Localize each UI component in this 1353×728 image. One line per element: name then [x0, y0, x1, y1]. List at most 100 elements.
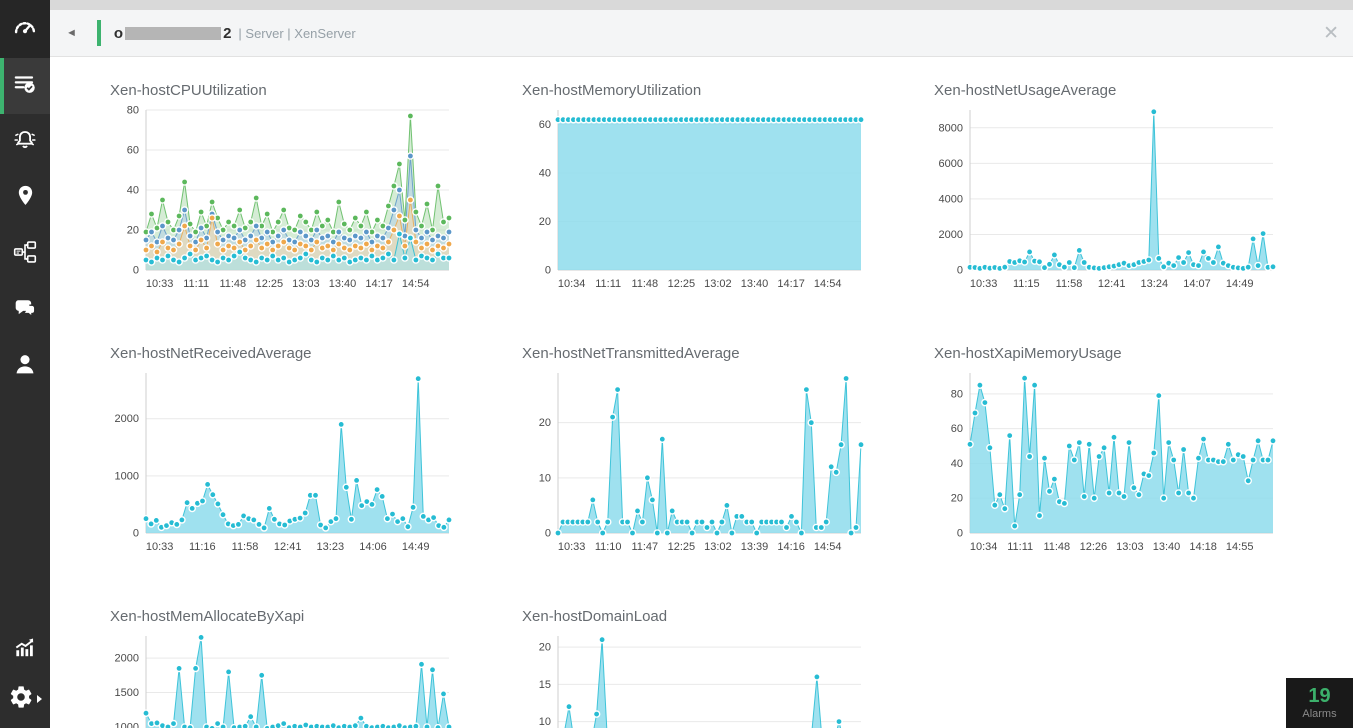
svg-text:13:02: 13:02 [704, 278, 732, 290]
svg-text:13:40: 13:40 [329, 278, 357, 290]
svg-text:40: 40 [127, 185, 139, 197]
sidebar-item-chat[interactable] [0, 282, 50, 338]
sidebar-item-maps[interactable] [0, 170, 50, 226]
main-content: Xen-hostCPUUtilization 0 20 40 60 80 10:33 11:1… [50, 58, 1353, 728]
chart-canvas-host-memory[interactable]: 0 20 40 60 10:34 11:11 11:48 12:25 13:02 13:40 14:… [522, 102, 867, 298]
topology-icon [12, 239, 38, 270]
svg-text:4000: 4000 [939, 193, 963, 205]
sidebar-item-user[interactable] [0, 338, 50, 394]
chart-canvas-host-mem-allocate[interactable]: 1000 1500 2000 [110, 628, 455, 728]
svg-text:11:58: 11:58 [232, 541, 259, 553]
gauge-icon [10, 12, 40, 47]
sidebar-item-topology[interactable] [0, 226, 50, 282]
svg-text:20: 20 [127, 225, 139, 237]
svg-text:14:54: 14:54 [814, 278, 842, 290]
svg-text:0: 0 [957, 265, 963, 277]
alarms-count: 19 [1308, 685, 1331, 707]
svg-text:10:33: 10:33 [970, 278, 998, 290]
chart-canvas-host-xapi-memory[interactable]: 0 20 40 60 80 10:34 11:11 11:48 12:26 13:03 13:40 1… [934, 365, 1279, 561]
svg-text:14:54: 14:54 [402, 278, 430, 290]
svg-text:11:15: 11:15 [1013, 278, 1040, 290]
device-name-suffix: 2 [223, 24, 232, 42]
svg-text:12:25: 12:25 [256, 278, 284, 290]
chart-title-host-mem-allocate: Xen-hostMemAllocateByXapi [110, 608, 305, 625]
chart-canvas-host-net-usage[interactable]: 0 2000 4000 6000 8000 10:33 11:15 11:58 12:41 13:… [934, 102, 1279, 298]
svg-text:14:17: 14:17 [365, 278, 393, 290]
sidebar-item-settings[interactable] [0, 674, 50, 724]
svg-text:12:25: 12:25 [668, 541, 696, 553]
sidebar [0, 0, 50, 728]
alarms-label: Alarms [1302, 708, 1337, 720]
alarms-badge[interactable]: 19 Alarms [1286, 678, 1353, 728]
chat-bubbles-icon [12, 295, 38, 326]
chart-card-host-net-transmitted: Xen-hostNetTransmittedAverage 0 10 20 10:33 1… [522, 345, 867, 566]
svg-text:11:11: 11:11 [183, 278, 209, 290]
svg-text:12:26: 12:26 [1080, 541, 1108, 553]
svg-text:0: 0 [957, 528, 963, 540]
svg-text:10:33: 10:33 [558, 541, 586, 553]
alarm-bell-icon [12, 127, 38, 158]
chart-canvas-host-net-transmitted[interactable]: 0 10 20 10:33 11:10 11:47 12:25 13:02 13:39 14:16… [522, 365, 867, 561]
page-title: o 2 | Server | XenServer [114, 25, 356, 42]
svg-text:10:33: 10:33 [146, 541, 174, 553]
svg-text:10:33: 10:33 [146, 278, 174, 290]
svg-text:14:49: 14:49 [1226, 278, 1254, 290]
svg-text:20: 20 [539, 417, 551, 429]
svg-text:14:17: 14:17 [777, 278, 805, 290]
svg-text:60: 60 [127, 145, 139, 157]
svg-text:40: 40 [539, 168, 551, 180]
svg-text:13:40: 13:40 [741, 278, 769, 290]
svg-text:11:58: 11:58 [1056, 278, 1083, 290]
svg-text:12:41: 12:41 [1098, 278, 1126, 290]
chart-canvas-host-net-received[interactable]: 0 1000 2000 10:33 11:16 11:58 12:41 13:23 14:06 1… [110, 365, 455, 561]
app-logo[interactable] [0, 0, 50, 58]
close-icon[interactable]: ✕ [1323, 22, 1339, 44]
svg-text:11:10: 11:10 [595, 541, 622, 553]
back-chevron-icon[interactable]: ◄ [66, 27, 77, 39]
svg-text:10:34: 10:34 [970, 541, 998, 553]
sidebar-item-analytics[interactable] [0, 624, 50, 674]
svg-text:14:54: 14:54 [814, 541, 842, 553]
svg-text:13:23: 13:23 [317, 541, 345, 553]
chart-canvas-host-domain-load[interactable]: 10 15 20 [522, 628, 867, 728]
svg-text:14:07: 14:07 [1183, 278, 1211, 290]
charts-grid: Xen-hostCPUUtilization 0 20 40 60 80 10:33 11:1… [50, 58, 1353, 728]
user-icon [12, 351, 38, 382]
svg-text:60: 60 [951, 423, 963, 435]
svg-text:2000: 2000 [939, 229, 963, 241]
chart-title-host-cpu: Xen-hostCPUUtilization [110, 82, 267, 99]
svg-text:0: 0 [545, 528, 551, 540]
svg-text:13:39: 13:39 [741, 541, 769, 553]
chart-title-host-memory: Xen-hostMemoryUtilization [522, 82, 702, 99]
chart-title-host-net-received: Xen-hostNetReceivedAverage [110, 345, 312, 362]
svg-text:40: 40 [951, 458, 963, 470]
svg-text:10: 10 [539, 472, 551, 484]
chart-card-host-net-usage: Xen-hostNetUsageAverage 0 2000 4000 6000 8000… [934, 82, 1279, 303]
svg-text:14:06: 14:06 [359, 541, 387, 553]
svg-text:15: 15 [539, 679, 551, 691]
chart-card-host-memory: Xen-hostMemoryUtilization 0 20 40 60 10:34 11:… [522, 82, 867, 303]
svg-text:80: 80 [127, 105, 139, 117]
chart-card-host-xapi-memory: Xen-hostXapiMemoryUsage 0 20 40 60 80 10:34 11:… [934, 345, 1279, 566]
chart-canvas-host-cpu[interactable]: 0 20 40 60 80 10:33 11:11 11:48 12:25 13:03 13:40 1… [110, 102, 455, 298]
svg-text:10: 10 [539, 716, 551, 728]
svg-text:60: 60 [539, 119, 551, 131]
svg-text:0: 0 [133, 528, 139, 540]
device-name-prefix: o [113, 24, 124, 42]
sidebar-item-alarms[interactable] [0, 114, 50, 170]
chart-title-host-domain-load: Xen-hostDomainLoad [522, 608, 668, 625]
svg-text:20: 20 [951, 493, 963, 505]
svg-text:11:11: 11:11 [595, 278, 621, 290]
svg-text:2000: 2000 [115, 653, 139, 665]
svg-text:1000: 1000 [115, 722, 139, 728]
svg-text:11:16: 11:16 [189, 541, 216, 553]
sidebar-nav [0, 58, 50, 394]
svg-text:11:48: 11:48 [1043, 541, 1070, 553]
svg-text:11:48: 11:48 [631, 278, 658, 290]
svg-text:0: 0 [545, 265, 551, 277]
caret-right-icon [37, 695, 42, 703]
svg-text:11:48: 11:48 [219, 278, 246, 290]
sidebar-item-inventory[interactable] [0, 58, 50, 114]
svg-text:13:40: 13:40 [1153, 541, 1181, 553]
top-strip [50, 0, 1353, 10]
